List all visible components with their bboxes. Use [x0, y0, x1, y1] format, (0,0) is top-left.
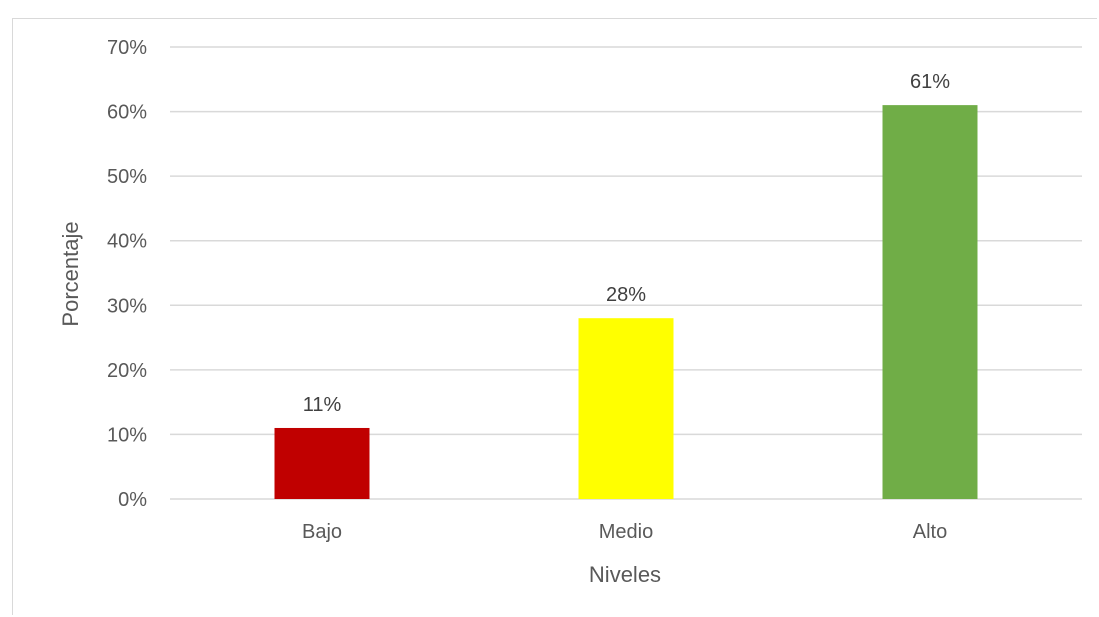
y-axis-tick-labels: 0% 10% 20% 30% 40% 50% 60% 70%	[107, 37, 147, 511]
x-tick-label-alto: Alto	[913, 521, 947, 543]
data-label-bajo: 11%	[303, 394, 342, 416]
chart-frame	[12, 18, 1097, 615]
y-tick-label: 20%	[107, 360, 147, 382]
bar-alto	[882, 105, 978, 499]
y-tick-label: 0%	[118, 489, 147, 511]
y-tick-label: 50%	[107, 166, 147, 188]
y-tick-label: 40%	[107, 231, 147, 253]
y-tick-label: 70%	[107, 37, 147, 59]
data-labels: 11% 28% 61%	[303, 71, 951, 416]
y-tick-label: 60%	[107, 102, 147, 124]
data-label-alto: 61%	[910, 71, 950, 93]
y-axis-title: Porcentaje	[58, 221, 83, 326]
bars	[274, 105, 978, 499]
x-tick-label-bajo: Bajo	[302, 521, 342, 543]
bar-bajo	[274, 427, 370, 499]
data-label-medio: 28%	[606, 284, 646, 306]
y-tick-label: 10%	[107, 424, 147, 446]
x-tick-label-medio: Medio	[599, 521, 653, 543]
x-axis-tick-labels: Bajo Medio Alto	[302, 521, 947, 543]
bar-medio	[578, 318, 674, 499]
y-tick-label: 30%	[107, 295, 147, 317]
x-axis-title: Niveles	[589, 562, 661, 587]
